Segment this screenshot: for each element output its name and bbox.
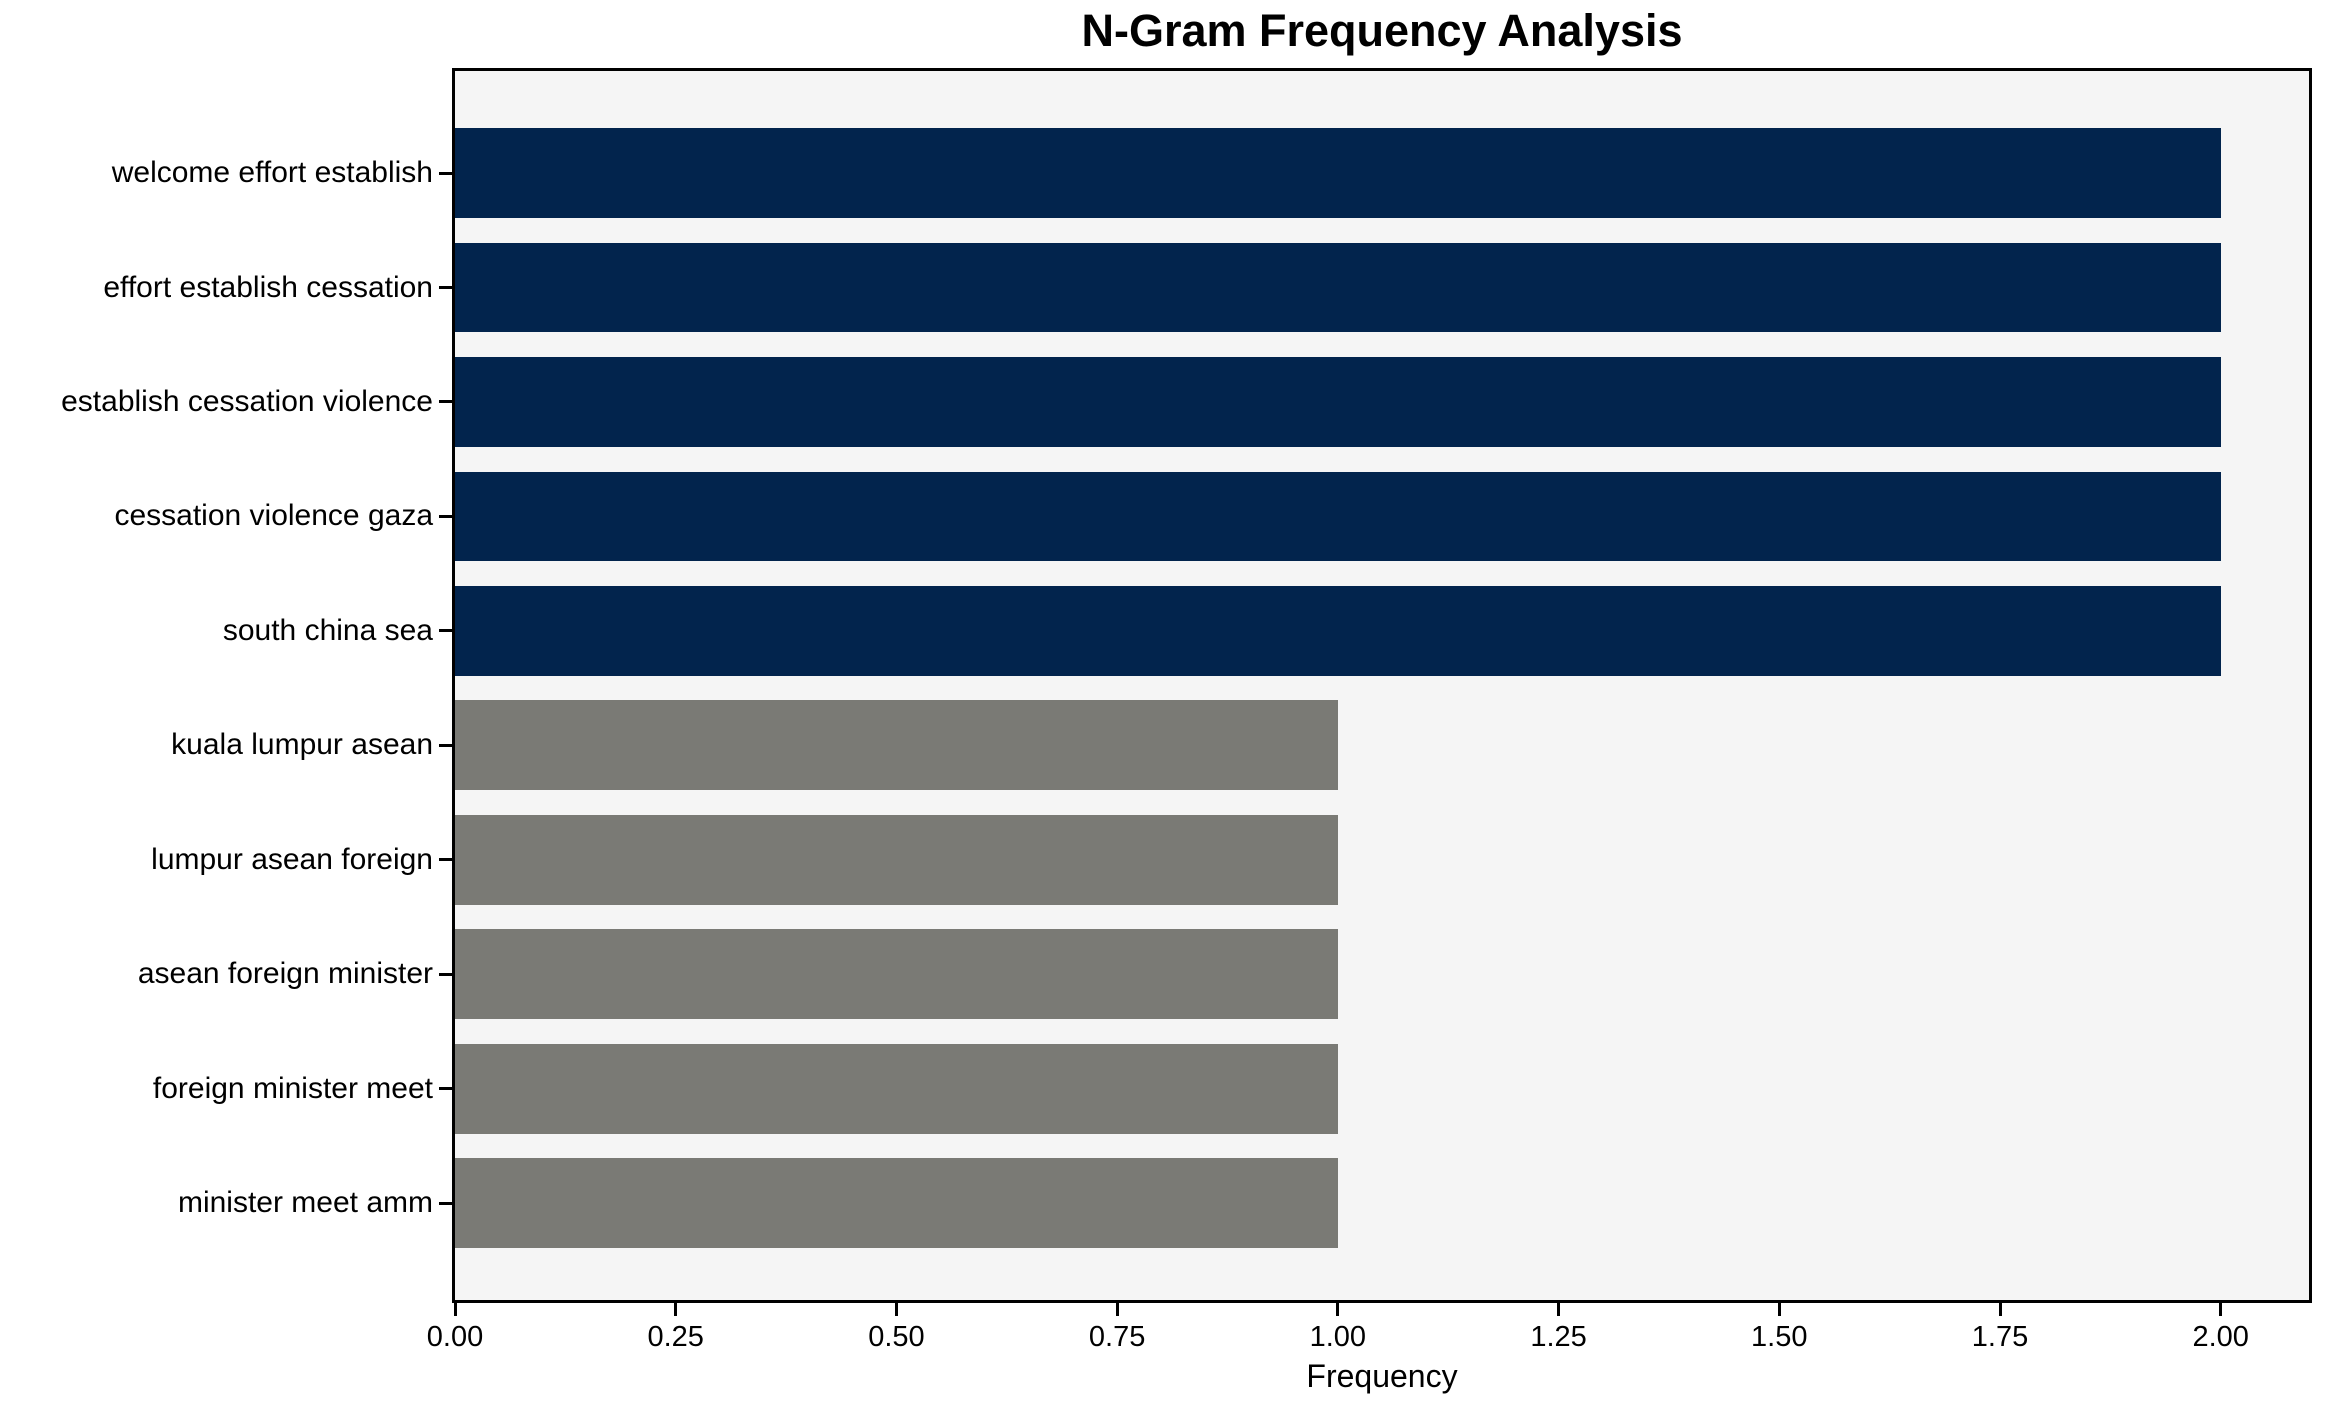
y-tick-label: kuala lumpur asean (171, 728, 433, 762)
y-tick-mark (439, 743, 452, 747)
y-tick-mark (439, 286, 452, 289)
x-axis-title: Frequency (1306, 1358, 1458, 1394)
x-tick-mark (674, 1303, 678, 1316)
y-tick-mark (439, 858, 452, 862)
y-tick-mark (439, 1201, 452, 1205)
y-tick-mark (439, 171, 452, 175)
x-tick-label: 0.50 (868, 1321, 925, 1353)
x-tick-mark (2219, 1303, 2223, 1316)
bar (455, 242, 2221, 333)
x-tick-label: 0.00 (426, 1321, 484, 1353)
x-tick-label: 0.75 (1088, 1321, 1146, 1353)
bar (455, 128, 2221, 218)
y-tick-mark (439, 972, 452, 976)
y-tick-mark (439, 514, 452, 518)
x-tick-label: 1.75 (1971, 1321, 2029, 1353)
bar (455, 814, 1338, 905)
y-tick-label: welcome effort establish (111, 156, 433, 189)
plot-area (452, 68, 2312, 1303)
x-tick-label: 2.00 (2192, 1321, 2249, 1353)
y-tick-mark (439, 1087, 452, 1091)
bar (455, 357, 2221, 447)
bar (455, 1158, 1338, 1249)
y-tick-label: foreign minister meet (152, 1071, 433, 1105)
y-tick-label: lumpur asean foreign (151, 842, 433, 876)
y-tick-label: south china sea (222, 613, 433, 647)
bar (455, 700, 1338, 791)
y-tick-label: cessation violence gaza (114, 499, 433, 533)
x-tick-mark (1336, 1303, 1340, 1316)
x-tick-label: 1.25 (1530, 1321, 1587, 1353)
bar (455, 929, 1338, 1020)
x-tick-label: 1.00 (1309, 1321, 1367, 1353)
bar (455, 471, 2221, 562)
y-tick-label: minister meet amm (177, 1186, 433, 1220)
x-tick-mark (1557, 1303, 1561, 1316)
x-tick-mark (1777, 1303, 1781, 1316)
y-tick-mark (439, 400, 452, 404)
y-tick-label: effort establish cessation (103, 270, 433, 304)
x-tick-mark (894, 1303, 898, 1316)
y-tick-label: asean foreign minister (137, 957, 433, 991)
x-tick-label: 0.25 (647, 1321, 704, 1353)
bar (455, 586, 2221, 676)
y-tick-mark (439, 629, 452, 633)
x-tick-mark (1998, 1303, 2002, 1316)
x-tick-mark (453, 1303, 457, 1316)
y-tick-label: establish cessation violence (61, 384, 433, 418)
chart-title: N-Gram Frequency Analysis (1081, 5, 1683, 56)
bar (455, 1043, 1338, 1134)
x-tick-label: 1.50 (1751, 1321, 1808, 1353)
x-tick-mark (1115, 1303, 1119, 1316)
